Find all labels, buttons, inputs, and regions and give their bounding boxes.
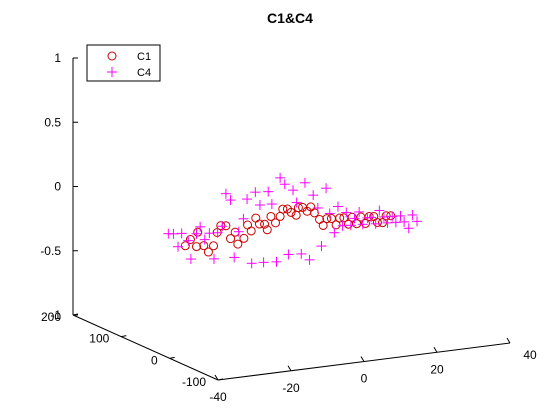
data-point-c4 [275,173,285,183]
data-point-c4 [183,236,193,246]
y-tick-label: 0 [151,353,158,367]
data-point-c4 [300,178,310,188]
data-point-c1 [193,243,201,251]
x-tick-mark [434,347,437,352]
data-point-c1 [252,214,260,222]
data-point-c4 [283,249,293,259]
data-point-c1 [316,215,324,223]
legend-label-c4: C4 [137,67,151,79]
data-point-c4 [229,252,239,262]
data-point-c4 [280,179,290,189]
data-point-c4 [271,257,281,267]
series-c1 [181,203,394,256]
data-point-c4 [221,189,231,199]
data-point-c4 [250,187,260,197]
data-point-c4 [296,249,306,259]
z-tick-label: 0 [54,180,61,194]
data-point-c4 [259,257,269,267]
data-point-c1 [244,221,252,229]
x-tick-label: 40 [523,348,537,362]
data-point-c4 [242,194,252,204]
data-point-c4 [333,202,343,212]
y-axis-ticks: -100 0 100 200 [41,310,223,389]
data-point-c1 [186,236,194,244]
data-point-c4 [263,187,273,197]
data-point-c4 [226,195,236,205]
data-point-c1 [210,242,218,250]
data-points [163,173,422,268]
x-tick-label: 0 [361,372,368,386]
x-tick-mark [361,357,364,362]
z-tick-label: 0.5 [44,115,61,129]
data-point-c4 [292,198,302,208]
data-point-c4 [308,190,318,200]
chart-title: C1&C4 [267,10,313,26]
data-point-c4 [186,254,196,264]
legend: C1 C4 [87,45,160,81]
x-tick-label: 20 [430,362,444,376]
data-point-c4 [329,228,339,238]
data-point-c4 [255,200,265,210]
data-point-c4 [163,229,173,239]
legend-label-c1: C1 [137,51,151,63]
z-tick-label: 1 [54,51,61,65]
data-point-c1 [276,212,284,220]
data-point-c4 [404,223,414,233]
data-point-c4 [288,185,298,195]
y-tick-label: -100 [182,375,206,389]
y-tick-label: 100 [89,332,109,346]
z-tick-label: -0.5 [40,244,61,258]
series-c4 [163,173,422,268]
x-tick-mark [507,338,510,343]
data-point-c1 [247,227,255,235]
data-point-c4 [173,242,183,252]
data-point-c1 [382,212,390,220]
data-point-c4 [238,214,248,224]
data-point-c4 [325,208,335,218]
data-point-c4 [267,199,277,209]
x-tick-label: -20 [282,381,300,395]
data-point-c4 [407,210,417,220]
x-tick-label: -40 [209,390,227,404]
x-tick-mark [288,366,291,371]
data-point-c4 [177,228,187,238]
y-tick-mark [121,336,126,337]
data-point-c4 [247,258,257,268]
x-axis-ticks: -40 -20 0 20 40 [209,338,537,404]
data-point-c1 [365,213,373,221]
data-point-c4 [316,241,326,251]
y-tick-mark [170,357,175,358]
z-axis-ticks: -1-0.500.51 [40,51,78,322]
y-tick-label: 200 [41,310,61,324]
data-point-c1 [240,234,248,242]
data-point-c4 [305,255,315,265]
data-point-c4 [321,183,331,193]
data-point-c1 [279,205,287,213]
axes [73,58,510,380]
y-axis-line [73,315,218,380]
data-point-c4 [412,216,422,226]
